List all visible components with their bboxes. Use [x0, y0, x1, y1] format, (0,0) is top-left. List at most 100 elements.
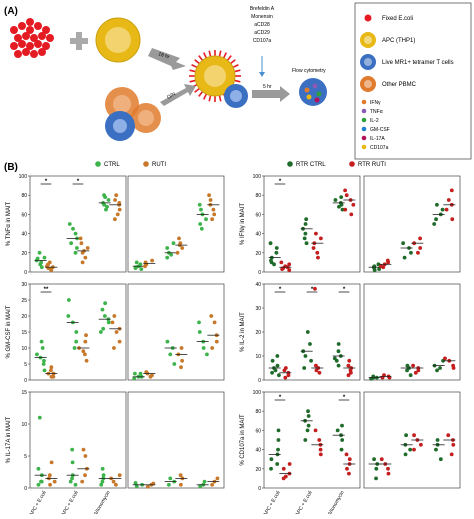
data-point — [372, 457, 376, 462]
data-point — [112, 314, 117, 318]
y-axis-label: % CD107a in MAIT — [240, 414, 246, 466]
legend-swatch — [95, 161, 101, 167]
data-point — [171, 241, 176, 246]
y-tick-label: 25 — [21, 298, 27, 304]
panel-frame — [363, 283, 461, 381]
data-point — [317, 370, 322, 375]
data-point — [144, 370, 149, 374]
arrow-overnight-label: O/N — [166, 91, 177, 101]
data-point — [175, 250, 180, 255]
significance-label: * — [45, 179, 48, 185]
ecoli-dot — [18, 40, 26, 48]
scatter-panel: % IL-17A in MAIT 0 5 10 15 — [6, 390, 127, 492]
data-point — [133, 371, 137, 376]
data-point — [269, 457, 274, 462]
data-point — [346, 373, 351, 378]
apc-spike — [234, 79, 241, 83]
significance-label: * — [279, 179, 282, 185]
apc-spike — [198, 55, 204, 61]
ecoli-dot — [30, 50, 38, 58]
data-point — [83, 255, 88, 260]
data-point — [343, 207, 348, 212]
data-point — [336, 349, 341, 354]
significance-label: * — [343, 395, 346, 401]
data-point — [150, 258, 155, 263]
legend-cytokine-dot-icon — [361, 135, 367, 141]
panel-b-label: (B) — [4, 162, 18, 173]
data-point — [408, 373, 413, 378]
data-point — [39, 265, 44, 270]
ecoli-dot — [38, 48, 46, 56]
data-point — [112, 346, 116, 350]
arrow-18hr-label: 18 hr — [157, 51, 170, 60]
data-point — [386, 471, 391, 476]
data-point — [73, 250, 78, 255]
data-point — [169, 252, 174, 257]
data-point — [139, 267, 144, 272]
data-point — [83, 454, 88, 458]
data-point — [79, 241, 84, 246]
data-point — [145, 484, 150, 489]
data-point — [138, 371, 143, 376]
data-point — [303, 438, 308, 442]
data-point — [117, 207, 122, 212]
data-point — [281, 466, 286, 471]
data-point — [48, 482, 52, 487]
treatment-arrow — [259, 56, 265, 77]
y-tick-label: 40 — [255, 232, 261, 238]
data-point — [47, 260, 52, 265]
data-point — [401, 241, 406, 246]
data-point — [80, 260, 85, 265]
data-point — [434, 447, 438, 452]
data-point — [104, 207, 108, 212]
data-point — [318, 236, 323, 241]
data-point — [106, 320, 111, 325]
data-point — [283, 375, 288, 380]
data-point — [305, 330, 310, 334]
data-point — [49, 368, 53, 373]
panel-frame — [29, 391, 127, 489]
panel-frame — [127, 175, 225, 273]
data-point — [37, 415, 42, 420]
legend-label: APC (THP1) — [382, 38, 415, 44]
data-point — [49, 268, 54, 272]
legend-ctrl-ruti: CTRL RUTI — [95, 161, 166, 168]
data-point — [102, 314, 107, 318]
data-point — [211, 207, 216, 212]
panel-frame — [263, 283, 361, 381]
data-point — [71, 226, 75, 231]
y-tick-label: 30 — [21, 282, 27, 288]
treatment-list: Brefeldin A Monensin aCD28 aCD29 CD107a — [250, 6, 275, 44]
data-point — [197, 330, 202, 334]
legend-swatch — [143, 161, 149, 167]
data-point — [337, 204, 341, 209]
legend-ecoli-icon — [364, 14, 372, 22]
data-point — [106, 198, 111, 202]
y-tick-label: 10 — [21, 422, 27, 428]
data-point — [275, 354, 280, 358]
data-point — [83, 339, 88, 344]
y-tick-label: 0 — [258, 486, 261, 492]
data-point — [451, 363, 456, 368]
data-point — [345, 466, 349, 471]
data-point — [374, 466, 379, 471]
data-point — [42, 255, 47, 260]
data-point — [212, 212, 217, 217]
y-tick-label: 20 — [21, 251, 27, 257]
data-point — [418, 246, 423, 250]
apc-cell-icon — [95, 17, 141, 63]
data-point — [197, 202, 202, 207]
t-cell-icon — [224, 84, 248, 108]
data-point — [274, 246, 279, 250]
data-point — [42, 358, 46, 363]
data-point — [340, 207, 345, 212]
y-tick-label: 100 — [19, 174, 28, 180]
y-tick-label: 10 — [21, 346, 27, 352]
data-point — [133, 266, 138, 271]
ecoli-dot — [10, 26, 18, 34]
data-point — [68, 479, 73, 484]
legend-label: Fixed E.coli — [382, 16, 413, 22]
data-point — [49, 460, 54, 465]
